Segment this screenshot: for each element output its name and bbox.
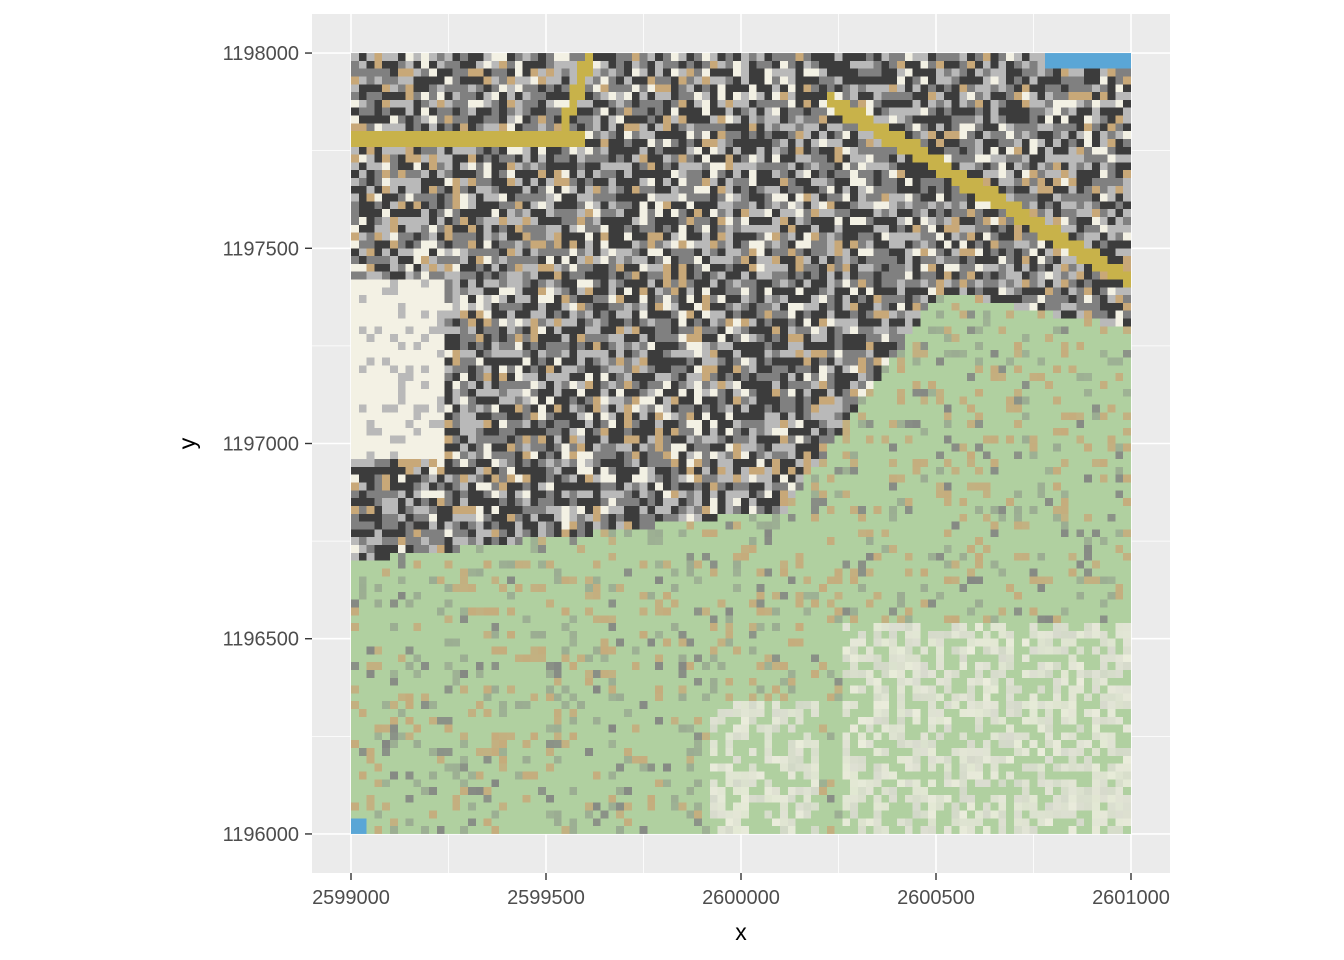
y-tick-label: 1196500 [223,629,299,651]
x-axis: 2599000 2599500 2600000 2600500 2601000 [312,873,1170,909]
y-axis-title: y [174,437,200,449]
x-tick-label: 2600500 [897,887,975,909]
x-tick-label: 2599500 [507,887,585,909]
x-tick-label: 2600000 [702,887,780,909]
y-tick-label: 1196000 [223,824,299,846]
y-axis: 1196000 1196500 1197000 1197500 1198000 [223,43,312,846]
x-tick-label: 2601000 [1092,887,1170,909]
x-axis-title: x [735,919,747,945]
y-tick-label: 1197500 [223,238,299,260]
y-tick-label: 1197000 [223,434,299,456]
y-tick-label: 1198000 [223,43,299,65]
map-raster [351,53,1131,834]
x-tick-label: 2599000 [312,887,390,909]
